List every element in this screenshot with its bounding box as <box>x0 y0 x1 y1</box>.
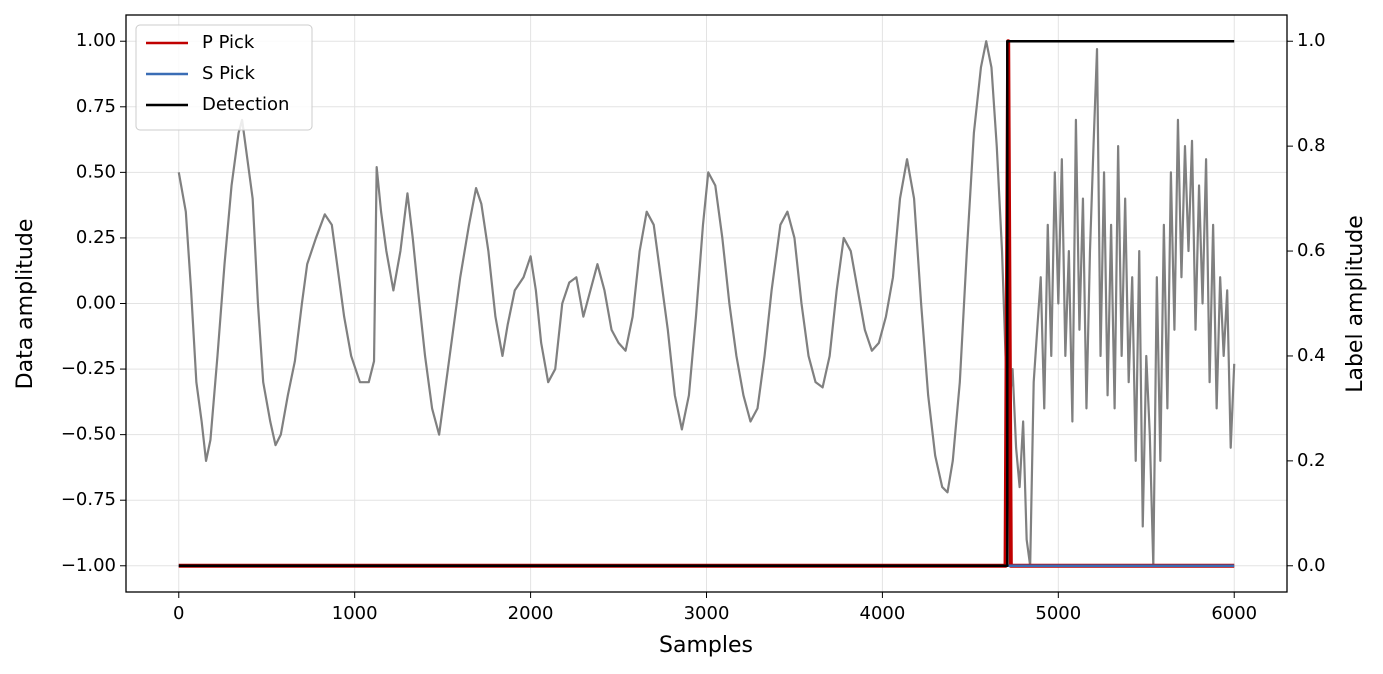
y-tick-label: 0.50 <box>76 161 116 182</box>
x-tick-label: 5000 <box>1035 603 1081 624</box>
series-line <box>177 40 1236 567</box>
y-tick-label: −1.00 <box>61 555 116 576</box>
y-tick-label: −0.25 <box>61 358 116 379</box>
y2-tick-label: 0.2 <box>1297 450 1326 471</box>
x-tick-label: 4000 <box>860 603 906 624</box>
series-line <box>178 39 1235 568</box>
y-tick-label: −0.75 <box>61 489 116 510</box>
plot-frame <box>125 14 1288 593</box>
x-axis-label: Samples <box>659 633 753 658</box>
y-tick-label: −0.50 <box>61 424 116 445</box>
y2-tick-label: 1.0 <box>1297 30 1326 51</box>
y-axis-label: Data amplitude <box>13 219 38 390</box>
y2-tick-label: 0.8 <box>1297 135 1326 156</box>
x-tick-label: 3000 <box>684 603 730 624</box>
y-tick-label: 1.00 <box>76 30 116 51</box>
y2-tick-label: 0.0 <box>1297 555 1326 576</box>
y-tick-label: 0.75 <box>76 96 116 117</box>
y2-tick-label: 0.4 <box>1297 345 1326 366</box>
x-tick-label: 2000 <box>508 603 554 624</box>
y2-tick-label: 0.6 <box>1297 240 1326 261</box>
legend-label: S Pick <box>202 63 256 84</box>
x-tick-label: 6000 <box>1211 603 1257 624</box>
legend: P Pick S Pick Detection <box>135 24 313 131</box>
y-tick-label: 0.00 <box>76 293 116 314</box>
y2-axis-label: Label amplitude <box>1343 215 1368 393</box>
y-tick-label: 0.25 <box>76 227 116 248</box>
x-tick-label: 0 <box>173 603 184 624</box>
legend-label: P Pick <box>202 32 255 53</box>
x-tick-label: 1000 <box>332 603 378 624</box>
legend-label: Detection <box>202 94 289 115</box>
